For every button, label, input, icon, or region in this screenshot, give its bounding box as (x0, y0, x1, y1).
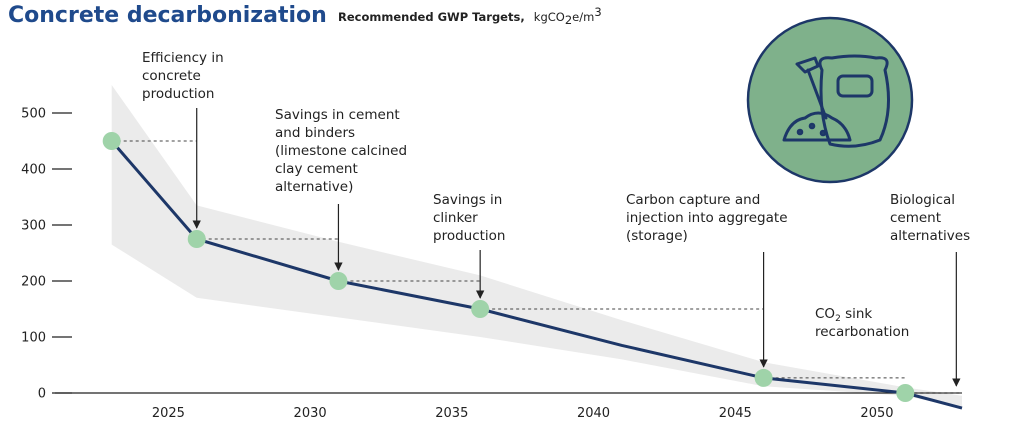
annotation-text: alternative) (275, 179, 353, 195)
chart-title: Concrete decarbonization (8, 3, 327, 28)
annotation-text: production (142, 86, 215, 102)
series-line (110, 140, 963, 410)
annotation-text: Savings in cement (275, 107, 400, 123)
data-point (329, 272, 348, 290)
annotation-text: cement (890, 210, 941, 226)
y-tick-label: 500 (21, 107, 46, 122)
annotation-text: clay cement (275, 161, 358, 177)
data-point (102, 132, 121, 150)
plot-area: 0 100 200 300 400 500 2025 2030 2035 2040 2045 2050… (21, 50, 970, 421)
subtitle-text: Recommended GWP Targets, (338, 10, 525, 24)
annotation-text: (limestone calcined (275, 143, 407, 159)
annotation-text: Efficiency in (142, 50, 224, 66)
data-point (471, 300, 490, 318)
chart-subtitle: Recommended GWP Targets, kgCO2e/m3 (338, 5, 602, 27)
x-tick-label: 2050 (860, 406, 893, 421)
uncertainty-band (111, 85, 962, 409)
x-tick-label: 2030 (294, 406, 327, 421)
x-tick-label: 2045 (719, 406, 752, 421)
y-tick-label: 200 (21, 275, 46, 290)
cement-bag-and-shovel-icon (746, 16, 914, 184)
annotation-text: clinker (433, 210, 478, 226)
annotation-text: alternatives (890, 228, 970, 244)
y-tick-label: 400 (21, 163, 46, 178)
annotation-text: CO2 sink (815, 306, 872, 324)
unit-prefix: kgCO (534, 10, 565, 24)
data-point (187, 230, 206, 248)
unit-sub: 2 (565, 13, 572, 27)
annotation-text: injection into aggregate (626, 210, 788, 226)
y-tick-label: 0 (38, 387, 46, 402)
annotation-text: recarbonation (815, 324, 909, 340)
y-tick-label: 100 (21, 331, 46, 346)
data-point (896, 384, 915, 402)
annotation-text: Savings in (433, 192, 502, 208)
x-tick-label: 2025 (152, 406, 185, 421)
annotation-text: concrete (142, 68, 201, 84)
annotation-text: Biological (890, 192, 955, 208)
x-tick-label: 2035 (435, 406, 468, 421)
y-tick-label: 300 (21, 219, 46, 234)
data-point (754, 368, 773, 387)
annotation-text: (storage) (626, 228, 688, 244)
annotation-text: and binders (275, 125, 355, 141)
unit-sup: 3 (594, 5, 601, 19)
unit-mid: e/m (572, 10, 594, 24)
x-tick-label: 2040 (577, 406, 610, 421)
annotation-text: Carbon capture and (626, 192, 760, 208)
annotation-text: production (433, 228, 506, 244)
